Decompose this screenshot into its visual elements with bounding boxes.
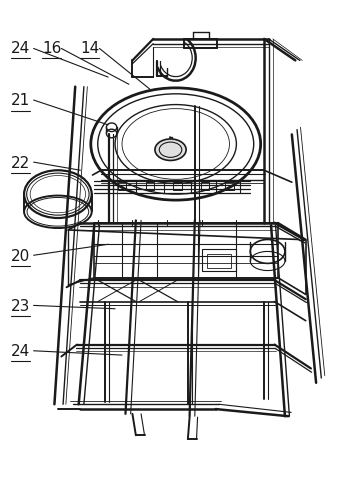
Ellipse shape <box>155 139 186 160</box>
Text: 16: 16 <box>42 41 62 56</box>
Bar <box>201 182 209 190</box>
Bar <box>202 249 236 271</box>
Text: 22: 22 <box>11 156 30 171</box>
Bar <box>225 182 234 190</box>
Bar <box>207 254 231 268</box>
Bar <box>173 182 182 190</box>
Text: 14: 14 <box>80 41 100 56</box>
Text: 20: 20 <box>11 249 30 264</box>
Text: 23: 23 <box>11 299 31 314</box>
Text: 24: 24 <box>11 41 30 56</box>
Bar <box>118 182 126 190</box>
Bar <box>145 182 154 190</box>
Text: 21: 21 <box>11 93 30 108</box>
Text: 24: 24 <box>11 344 30 359</box>
